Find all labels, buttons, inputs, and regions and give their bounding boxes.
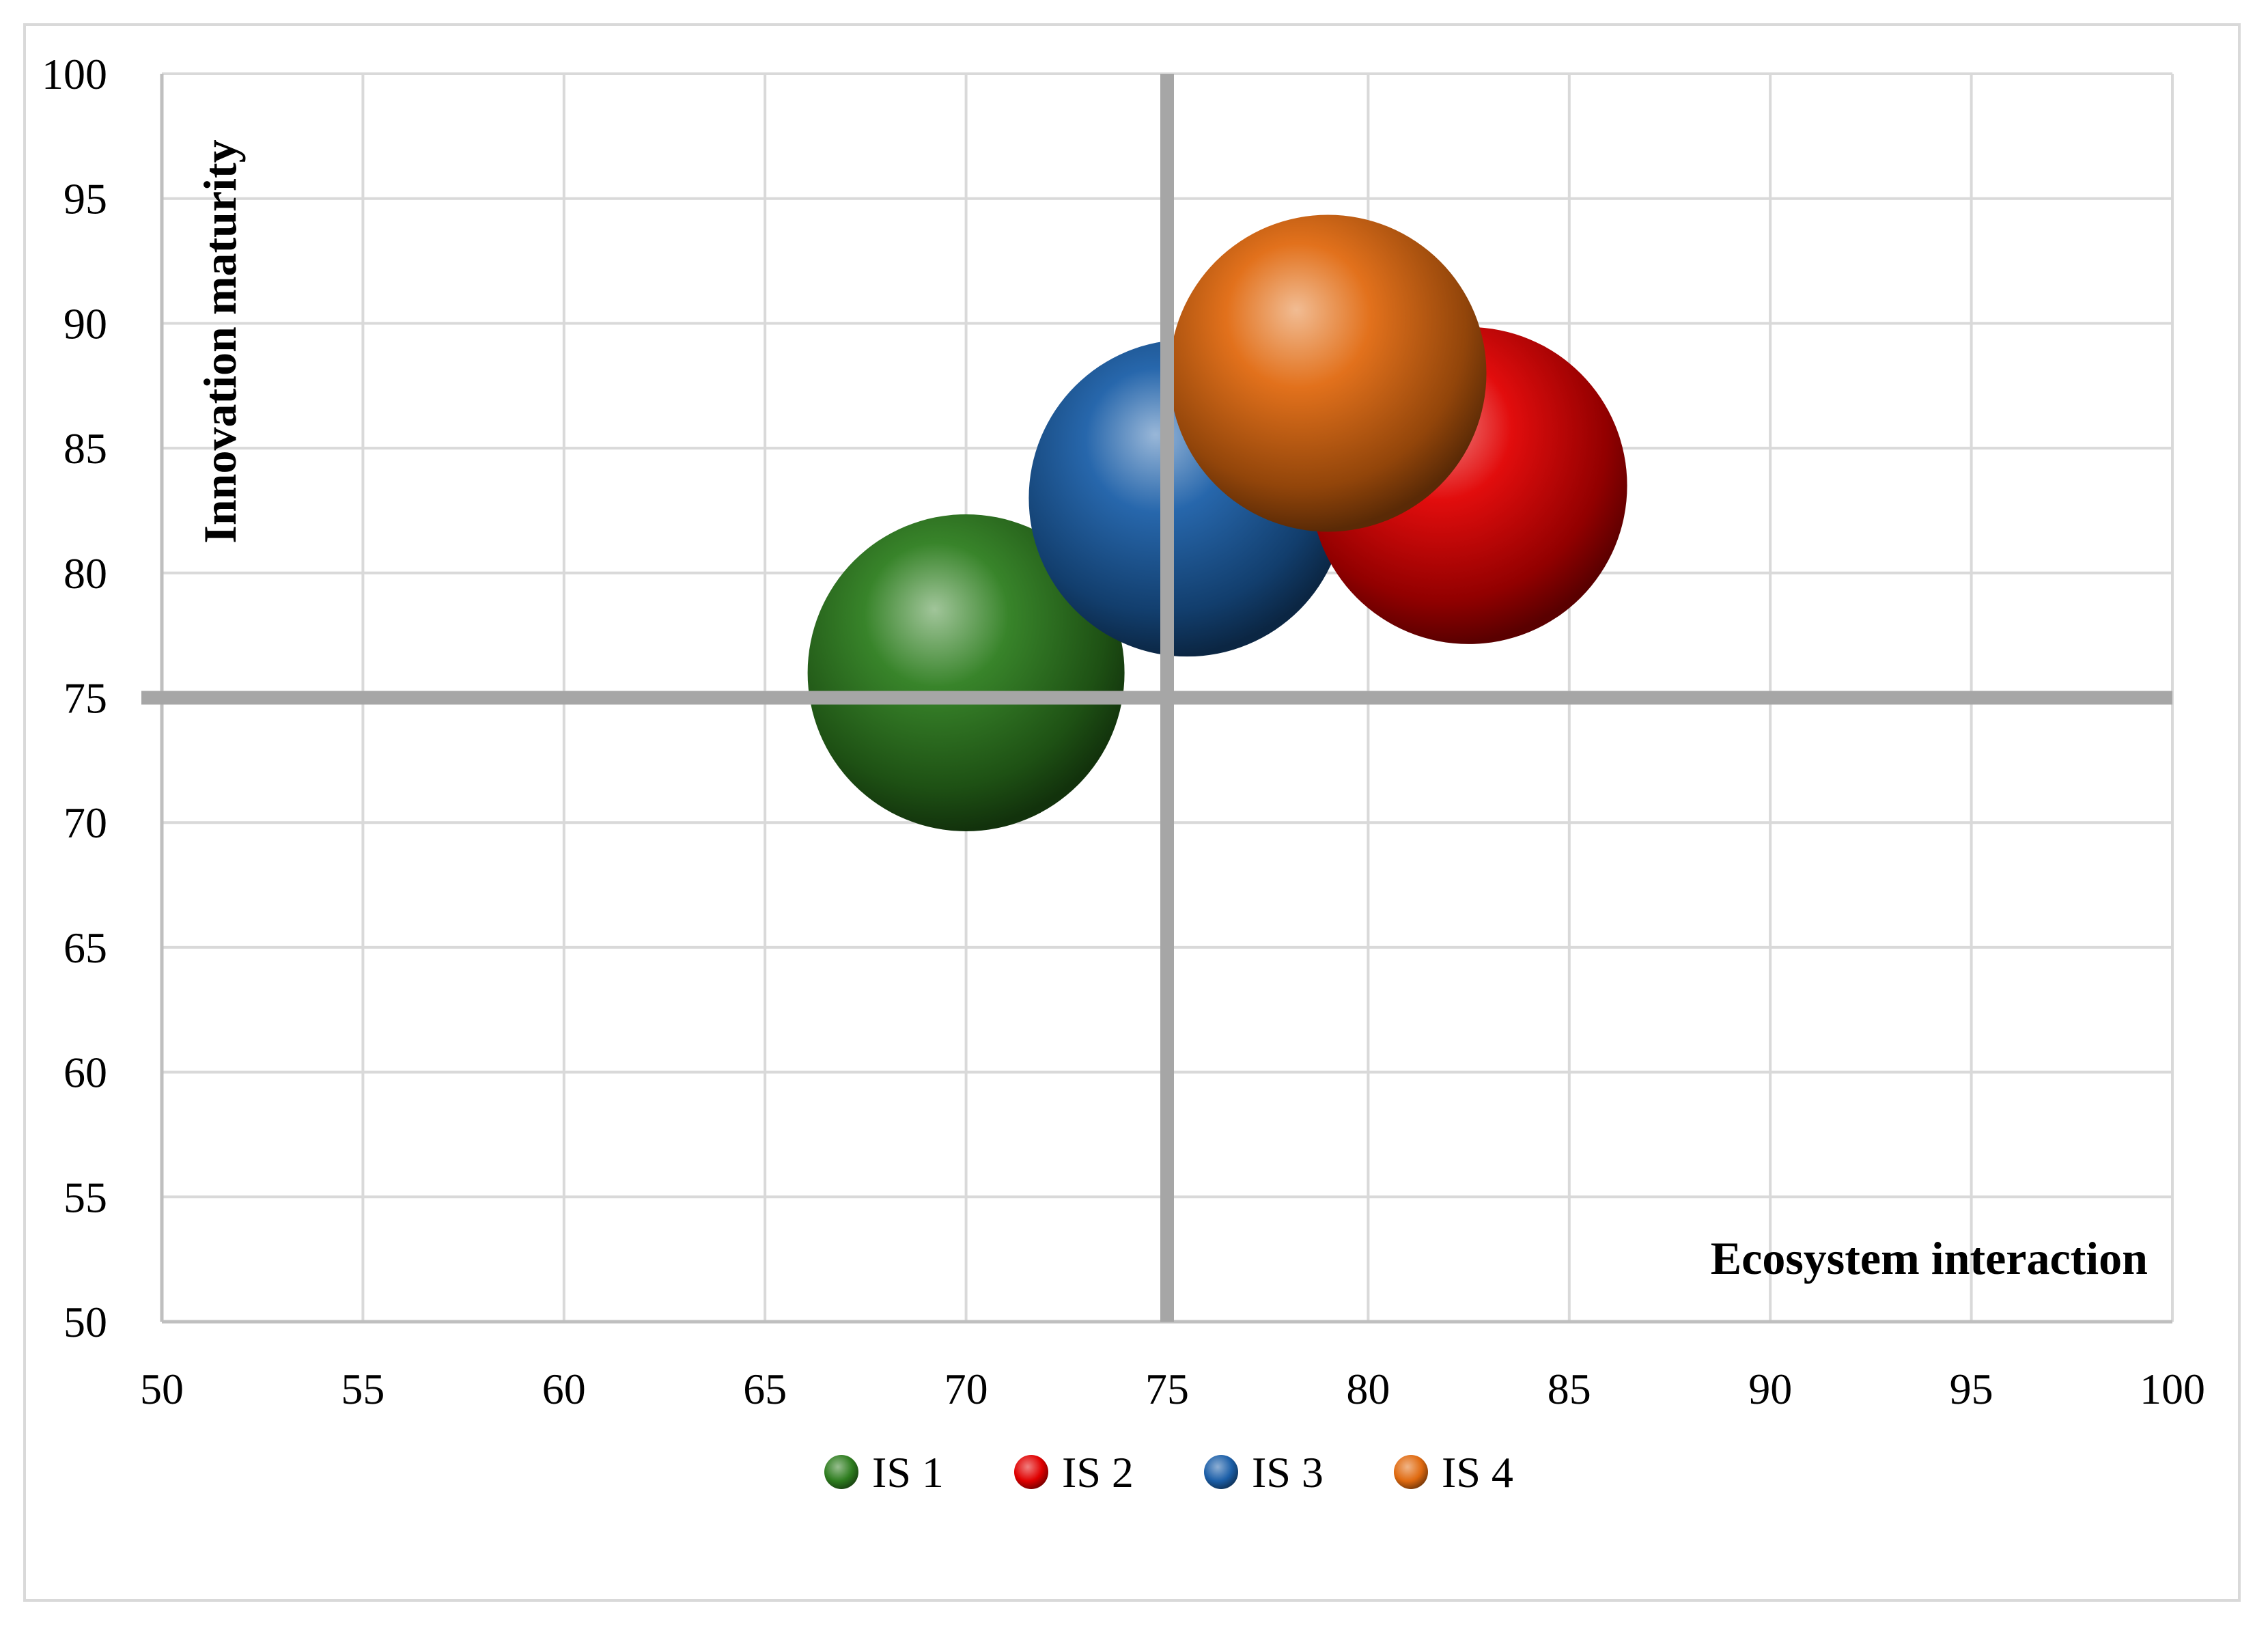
x-tick-label: 75 xyxy=(1145,1365,1189,1413)
x-tick-label: 60 xyxy=(542,1365,586,1413)
y-tick-label: 75 xyxy=(64,674,107,723)
y-tick-label: 100 xyxy=(42,50,107,98)
x-tick-label: 65 xyxy=(743,1365,787,1413)
x-tick-label: 100 xyxy=(2140,1365,2205,1413)
legend-label-is-2: IS 2 xyxy=(1062,1448,1134,1497)
legend: IS 1 IS 2 IS 3 IS 4 xyxy=(824,1448,1513,1497)
x-tick-label: 55 xyxy=(341,1365,384,1413)
bubble-is-4 xyxy=(1169,214,1487,532)
chart-frame xyxy=(23,23,2241,1602)
x-tick-label: 70 xyxy=(944,1365,988,1413)
y-axis-title: Innovation maturity xyxy=(194,139,246,543)
y-tick-label: 60 xyxy=(64,1048,107,1097)
legend-label-is-4: IS 4 xyxy=(1442,1448,1513,1497)
y-tick-label: 70 xyxy=(64,798,107,847)
x-tick-label: 95 xyxy=(1950,1365,1993,1413)
y-tick-label: 95 xyxy=(64,175,107,223)
y-tick-label: 65 xyxy=(64,923,107,972)
y-tick-label: 80 xyxy=(64,549,107,598)
x-tick-label: 85 xyxy=(1548,1365,1591,1413)
x-tick-label: 50 xyxy=(140,1365,184,1413)
y-tick-label: 85 xyxy=(64,424,107,473)
legend-marker-is-4 xyxy=(1394,1455,1428,1489)
y-tick-label: 50 xyxy=(64,1298,107,1346)
legend-label-is-1: IS 1 xyxy=(872,1448,944,1497)
legend-marker-is-1 xyxy=(824,1455,858,1489)
tick-labels: 50 55 60 65 70 75 80 85 90 95 100 50 55 60 65 70 75 80 85 9… xyxy=(42,50,2205,1413)
legend-label-is-3: IS 3 xyxy=(1252,1448,1324,1497)
x-tick-label: 80 xyxy=(1346,1365,1390,1413)
x-axis-title: Ecosystem interaction xyxy=(1711,1232,2148,1284)
quadrant-lines xyxy=(141,74,2172,1322)
legend-marker-is-3 xyxy=(1204,1455,1238,1489)
bubble-is-1 xyxy=(807,514,1125,831)
x-tick-label: 90 xyxy=(1748,1365,1792,1413)
y-tick-label: 55 xyxy=(64,1173,107,1221)
legend-marker-is-2 xyxy=(1014,1455,1048,1489)
y-tick-label: 90 xyxy=(64,299,107,348)
bubbles xyxy=(807,214,1627,831)
